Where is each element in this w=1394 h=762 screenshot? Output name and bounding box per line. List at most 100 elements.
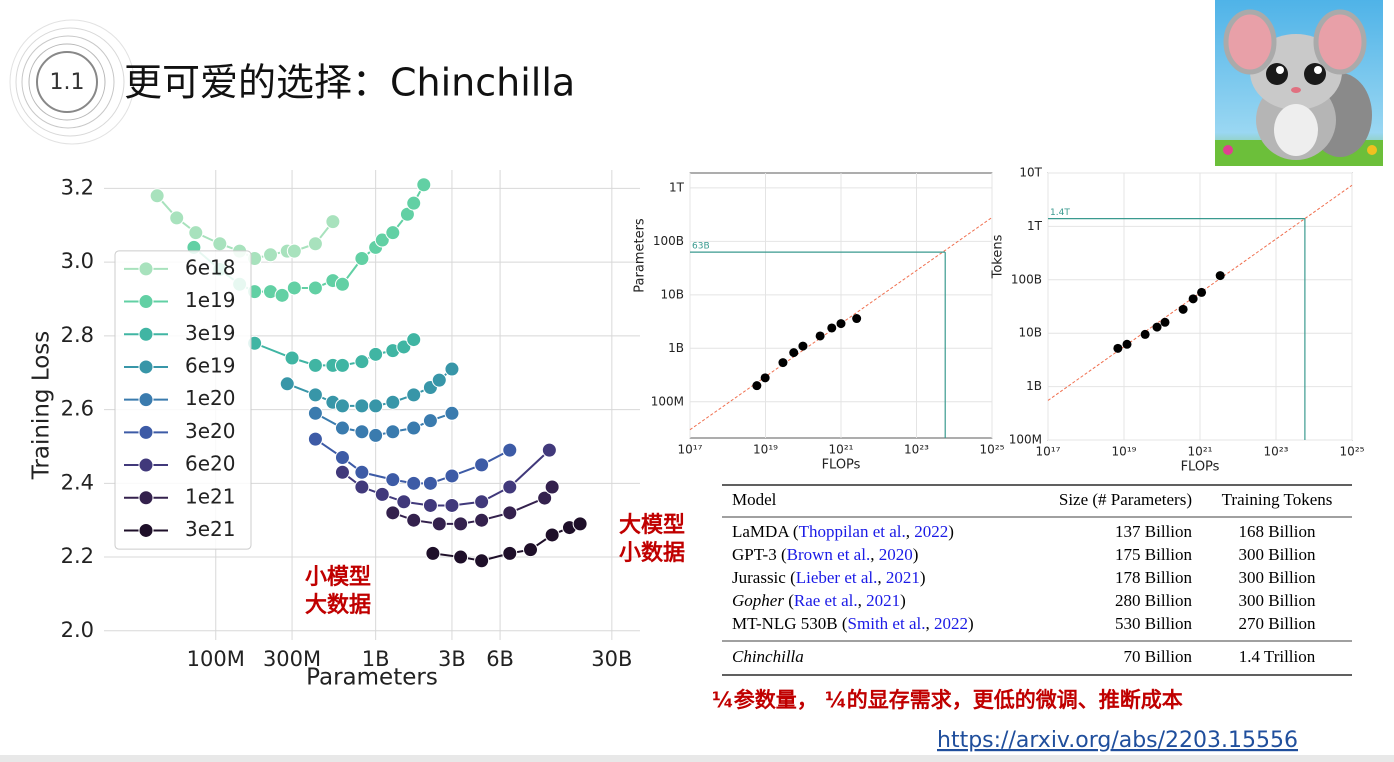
data-point xyxy=(354,250,370,266)
legend-label: 3e20 xyxy=(185,419,235,443)
citation-link: Smith et al. xyxy=(848,614,926,633)
data-point xyxy=(354,354,370,370)
y-axis-label: Tokens xyxy=(991,234,1006,279)
legend-marker xyxy=(138,294,154,310)
table-cell: 280 Billion xyxy=(1115,591,1192,610)
data-point xyxy=(334,276,350,292)
data-point xyxy=(1160,317,1170,327)
legend-label: 1e19 xyxy=(185,288,235,312)
y-tick-label: 2.6 xyxy=(61,397,94,421)
y-axis-label: Training Loss xyxy=(29,331,55,481)
y-axis-label: Parameters xyxy=(633,218,648,293)
table-header: Training Tokens xyxy=(1222,490,1333,509)
data-point xyxy=(374,486,390,502)
data-point xyxy=(385,505,401,521)
data-point xyxy=(169,210,185,226)
data-point xyxy=(836,319,846,329)
data-point xyxy=(523,542,539,558)
data-point xyxy=(572,516,588,532)
x-tick-label: 300M xyxy=(263,647,321,671)
data-point xyxy=(1152,322,1162,332)
data-point xyxy=(307,236,323,252)
x-axis-label: FLOPs xyxy=(1181,460,1220,475)
data-point xyxy=(798,341,808,351)
citation-link: Brown et al. xyxy=(787,545,871,564)
data-point xyxy=(354,398,370,414)
chinchilla-illustration xyxy=(1215,0,1383,166)
data-point xyxy=(334,464,350,480)
legend-box xyxy=(114,250,252,550)
data-point xyxy=(406,332,422,348)
table-cell: LaMDA (Thoppilan et al., 2022) xyxy=(732,522,954,541)
data-point xyxy=(188,225,204,241)
data-point xyxy=(422,475,438,491)
legend-marker xyxy=(138,424,154,440)
data-point xyxy=(474,553,490,569)
data-point xyxy=(406,195,422,211)
x-axis-label: FLOPs xyxy=(822,458,861,473)
cell-text: , xyxy=(870,545,879,564)
data-point xyxy=(425,545,441,561)
x-tick-label: 3B xyxy=(438,647,466,671)
cell-text: ) xyxy=(948,522,954,541)
reference-label: 1.4T xyxy=(1050,208,1070,218)
x-tick-label: 10¹⁷ xyxy=(678,443,703,457)
y-tick-label: 10T xyxy=(1019,166,1042,180)
y-tick-label: 100M xyxy=(1009,433,1042,447)
x-tick-label: 100M xyxy=(187,647,245,671)
x-tick-label: 1B xyxy=(362,647,390,671)
x-tick-label: 6B xyxy=(486,647,514,671)
y-tick-label: 100B xyxy=(1011,272,1042,286)
cell-text: LaMDA ( xyxy=(732,522,799,541)
table-cell: 530 Billion xyxy=(1115,614,1192,633)
y-tick-label: 1T xyxy=(1027,219,1043,233)
data-point xyxy=(307,357,323,373)
data-point xyxy=(502,545,518,561)
table-cell: 270 Billion xyxy=(1239,614,1316,633)
citation-link: 2022 xyxy=(934,614,968,633)
table-cell: 300 Billion xyxy=(1239,591,1316,610)
data-point xyxy=(474,494,490,510)
data-point xyxy=(307,387,323,403)
cell-text: , xyxy=(877,568,886,587)
data-point xyxy=(1197,287,1207,297)
data-point xyxy=(334,450,350,466)
data-point xyxy=(537,490,553,506)
summary: ¼参数量， ¼的显存需求，更低的微调、推断成本 xyxy=(712,688,1183,712)
data-point xyxy=(354,479,370,495)
citation-link: 2022 xyxy=(914,522,948,541)
legend-marker xyxy=(138,457,154,473)
legend-marker xyxy=(138,392,154,408)
y-tick-label: 2.2 xyxy=(61,544,94,568)
annotation: 大数据 xyxy=(305,592,371,618)
table-header: Size (# Parameters) xyxy=(1059,490,1192,509)
data-point xyxy=(541,442,557,458)
y-tick-label: 100B xyxy=(653,234,684,248)
cell-text: ( xyxy=(784,591,794,610)
data-point xyxy=(431,516,447,532)
data-point xyxy=(1188,294,1198,304)
table-cell: 300 Billion xyxy=(1239,568,1316,587)
data-point xyxy=(752,381,762,391)
y-tick-label: 2.4 xyxy=(61,470,94,494)
y-tick-label: 1T xyxy=(669,180,685,194)
data-point xyxy=(444,405,460,421)
data-point xyxy=(406,475,422,491)
citation-link: 2021 xyxy=(886,568,920,587)
data-point xyxy=(334,357,350,373)
y-tick-label: 100M xyxy=(651,394,684,408)
data-point xyxy=(422,413,438,429)
data-point xyxy=(307,280,323,296)
data-point xyxy=(374,232,390,248)
data-point xyxy=(307,405,323,421)
paper-link[interactable]: https://arxiv.org/abs/2203.15556 xyxy=(937,728,1298,753)
data-point xyxy=(502,442,518,458)
data-point xyxy=(474,512,490,528)
data-point xyxy=(453,549,469,565)
y-tick-label: 3.0 xyxy=(61,249,94,273)
x-tick-label: 10¹⁹ xyxy=(1112,445,1137,459)
data-point xyxy=(385,225,401,241)
citation-link: Lieber et al. xyxy=(796,568,878,587)
legend-marker xyxy=(138,522,154,538)
y-tick-label: 3.2 xyxy=(61,175,94,199)
